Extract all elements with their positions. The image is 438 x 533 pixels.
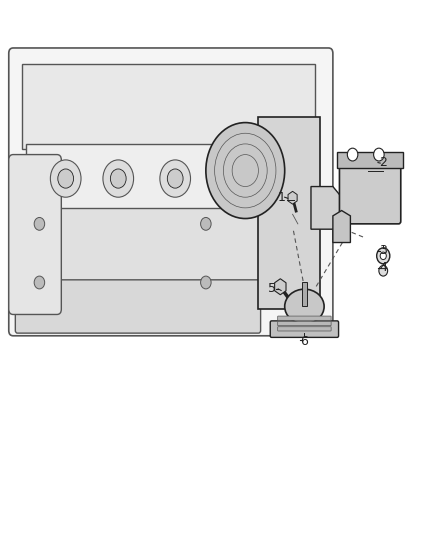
Polygon shape: [333, 211, 350, 243]
FancyBboxPatch shape: [278, 316, 331, 320]
Ellipse shape: [285, 289, 324, 324]
Text: 5: 5: [268, 282, 276, 295]
Circle shape: [377, 248, 390, 264]
Circle shape: [160, 160, 191, 197]
Circle shape: [110, 169, 126, 188]
Bar: [302, 282, 307, 306]
FancyBboxPatch shape: [278, 321, 331, 326]
Polygon shape: [311, 187, 342, 229]
Circle shape: [374, 148, 384, 161]
Circle shape: [50, 160, 81, 197]
Circle shape: [58, 169, 74, 188]
Circle shape: [103, 160, 134, 197]
Bar: [22, 64, 315, 149]
Text: 1: 1: [277, 191, 285, 204]
Circle shape: [167, 169, 183, 188]
FancyBboxPatch shape: [15, 280, 261, 333]
Circle shape: [212, 160, 243, 197]
Text: 2: 2: [379, 156, 387, 169]
Circle shape: [220, 169, 236, 188]
FancyBboxPatch shape: [270, 321, 339, 337]
Circle shape: [201, 217, 211, 230]
Circle shape: [347, 148, 358, 161]
Bar: [258, 117, 320, 309]
Text: 4: 4: [379, 261, 387, 274]
Bar: [337, 152, 403, 168]
FancyBboxPatch shape: [339, 155, 401, 224]
Circle shape: [201, 276, 211, 289]
Circle shape: [379, 265, 388, 276]
Circle shape: [34, 217, 45, 230]
Text: 3: 3: [379, 244, 387, 257]
Polygon shape: [288, 191, 297, 204]
Bar: [22, 208, 315, 288]
Circle shape: [206, 123, 285, 219]
FancyBboxPatch shape: [278, 327, 331, 331]
FancyBboxPatch shape: [9, 155, 61, 314]
Bar: [26, 144, 311, 213]
Circle shape: [34, 276, 45, 289]
Polygon shape: [275, 279, 286, 295]
Circle shape: [380, 252, 386, 260]
Text: 6: 6: [300, 335, 308, 348]
FancyBboxPatch shape: [9, 48, 333, 336]
